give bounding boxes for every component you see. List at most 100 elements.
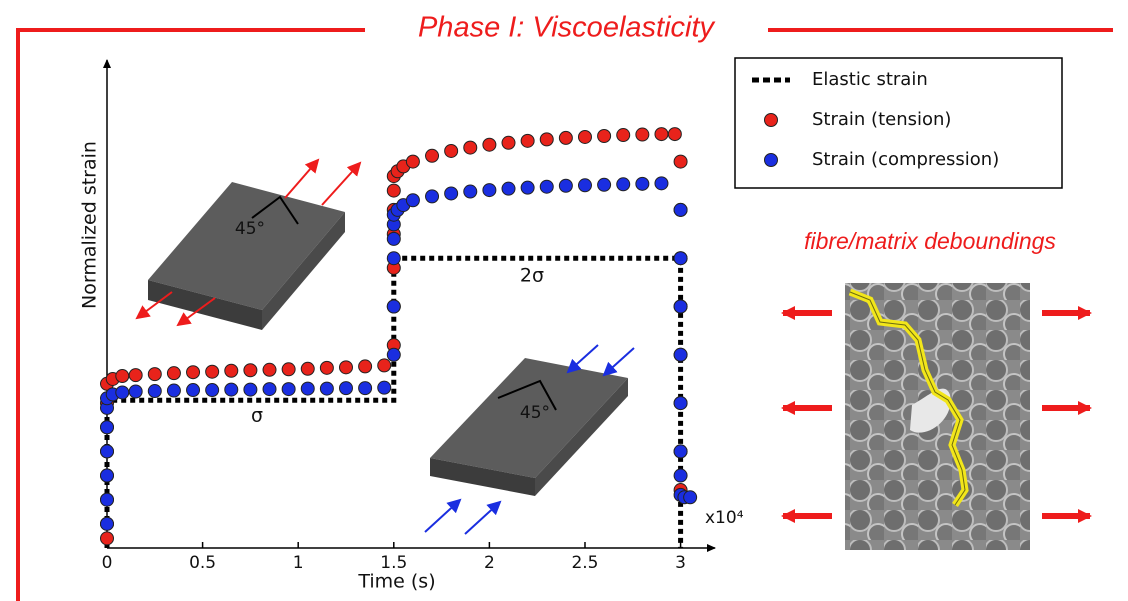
point — [320, 382, 333, 395]
point — [578, 130, 591, 143]
point — [578, 179, 591, 192]
point — [244, 364, 257, 377]
point — [359, 382, 372, 395]
point — [206, 365, 219, 378]
point — [101, 532, 114, 545]
angle-label: 45° — [235, 219, 265, 239]
point — [540, 180, 553, 193]
point — [282, 363, 295, 376]
point — [244, 383, 257, 396]
point — [148, 368, 161, 381]
point — [301, 362, 314, 375]
point — [406, 194, 419, 207]
point — [636, 177, 649, 190]
point — [387, 184, 400, 197]
point — [225, 364, 238, 377]
point — [559, 131, 572, 144]
point — [167, 384, 180, 397]
point — [387, 252, 400, 265]
plate-tension — [137, 160, 360, 330]
point — [116, 370, 129, 383]
micrograph — [845, 283, 1030, 550]
point — [674, 397, 687, 410]
point — [617, 129, 630, 142]
point — [339, 382, 352, 395]
point — [387, 300, 400, 313]
point — [636, 128, 649, 141]
point — [464, 141, 477, 154]
point — [263, 363, 276, 376]
point — [540, 133, 553, 146]
point — [674, 252, 687, 265]
x-tick-label: 2 — [484, 553, 495, 573]
point — [263, 383, 276, 396]
x-axis-label: Time (s) — [357, 571, 435, 593]
x-tick-label: 1.5 — [380, 553, 407, 573]
point — [521, 134, 534, 147]
point — [101, 493, 114, 506]
angle-label: 45° — [520, 403, 550, 423]
stress-label: σ — [251, 405, 263, 427]
point — [684, 491, 697, 504]
point — [502, 136, 515, 149]
point — [187, 366, 200, 379]
point — [101, 421, 114, 434]
legend-swatch — [765, 114, 778, 127]
point — [387, 348, 400, 361]
point — [378, 381, 391, 394]
x-tick-label: 0.5 — [189, 553, 216, 573]
point — [225, 383, 238, 396]
point — [101, 445, 114, 458]
point — [206, 384, 219, 397]
point — [521, 181, 534, 194]
point — [445, 187, 458, 200]
point — [406, 155, 419, 168]
point — [464, 185, 477, 198]
point — [387, 232, 400, 245]
x-tick-label: 3 — [675, 553, 686, 573]
point — [655, 177, 668, 190]
point — [426, 190, 439, 203]
plate-compression — [425, 345, 634, 534]
point — [674, 469, 687, 482]
point — [129, 369, 142, 382]
point — [674, 203, 687, 216]
point — [674, 348, 687, 361]
point — [167, 367, 180, 380]
point — [359, 360, 372, 373]
figure: Phase I: Viscoelasticity 45° 45° fibre/m… — [0, 0, 1128, 601]
stress-label: 2σ — [520, 265, 544, 287]
x-multiplier: x10⁴ — [705, 508, 744, 528]
point — [674, 445, 687, 458]
point — [483, 138, 496, 151]
point — [617, 178, 630, 191]
y-axis-label: Normalized strain — [79, 141, 101, 309]
point — [101, 517, 114, 530]
point — [674, 155, 687, 168]
point — [378, 359, 391, 372]
point — [320, 361, 333, 374]
micrograph-caption: fibre/matrix deboundings — [804, 228, 1056, 254]
point — [655, 128, 668, 141]
point — [445, 144, 458, 157]
point — [187, 384, 200, 397]
legend-label: Elastic strain — [812, 69, 928, 90]
point — [101, 469, 114, 482]
legend-swatch — [765, 154, 778, 167]
point — [339, 361, 352, 374]
x-tick-label: 0 — [102, 553, 113, 573]
point — [559, 179, 572, 192]
title: Phase I: Viscoelasticity — [418, 12, 716, 44]
point — [483, 184, 496, 197]
point — [598, 130, 611, 143]
point — [129, 385, 142, 398]
point — [282, 383, 295, 396]
legend-label: Strain (compression) — [812, 149, 999, 170]
x-tick-label: 1 — [293, 553, 304, 573]
point — [148, 385, 161, 398]
x-tick-label: 2.5 — [571, 553, 598, 573]
point — [668, 128, 681, 141]
point — [116, 386, 129, 399]
point — [598, 178, 611, 191]
point — [301, 382, 314, 395]
